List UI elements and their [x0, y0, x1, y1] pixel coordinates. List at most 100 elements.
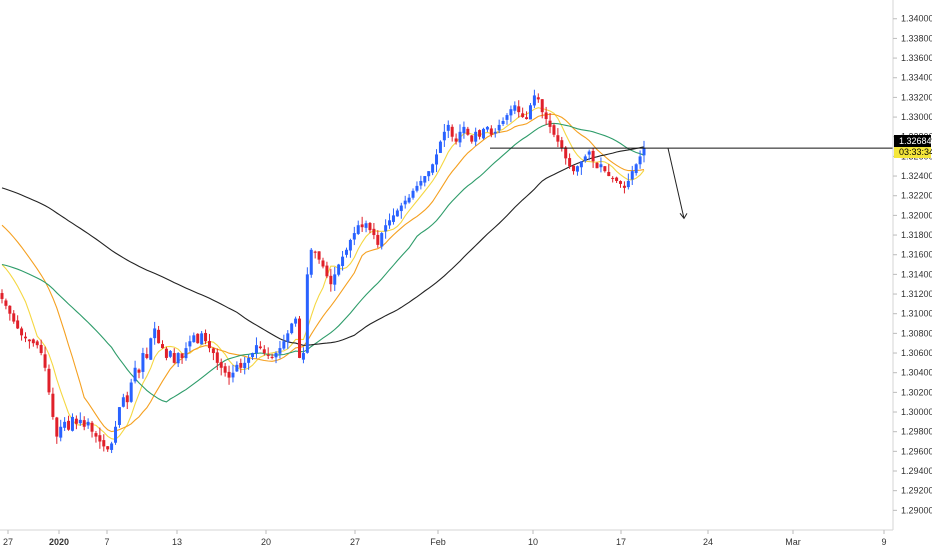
candle-body [454, 138, 458, 142]
candle-body [384, 225, 388, 232]
candle-body [55, 417, 59, 437]
y-tick-label: 1.33000 [901, 112, 932, 122]
candle-body [12, 313, 16, 322]
candle-body [23, 336, 27, 339]
candle-body [497, 124, 501, 131]
candle-body [642, 148, 646, 156]
x-tick-label: 24 [703, 537, 713, 547]
candle-body [59, 426, 63, 438]
x-tick-label: 17 [616, 537, 626, 547]
candle-body [575, 166, 579, 172]
candle-body [117, 407, 121, 425]
y-tick-label: 1.32000 [901, 210, 932, 220]
candle-body [98, 435, 102, 442]
y-tick-label: 1.30200 [901, 387, 932, 397]
candle-body [70, 416, 74, 431]
candle-body [39, 344, 43, 354]
candle-body [572, 165, 576, 172]
candle-body [528, 105, 532, 120]
y-tick-label: 1.31800 [901, 230, 932, 240]
candle-body [51, 393, 55, 417]
candle-body [184, 348, 188, 359]
candle-body [35, 341, 39, 346]
candle-body [207, 341, 211, 349]
candle-body [204, 332, 208, 342]
y-tick-label: 1.34000 [901, 14, 932, 24]
candle-body [622, 185, 626, 188]
y-tick-label: 1.33600 [901, 53, 932, 63]
arrow-head [679, 213, 688, 220]
candle-body [603, 166, 607, 172]
y-tick-label: 1.30600 [901, 348, 932, 358]
candle-body [301, 353, 305, 360]
y-tick-label: 1.32400 [901, 171, 932, 181]
y-tick-label: 1.33400 [901, 73, 932, 83]
candle-body [638, 156, 642, 165]
candle-body [505, 115, 509, 120]
projection-arrow[interactable] [667, 148, 688, 220]
candle-body [619, 181, 623, 184]
y-tick-label: 1.30000 [901, 407, 932, 417]
candle-body [348, 239, 352, 251]
moving-average-layer [1, 107, 645, 440]
x-tick-label: 27 [350, 537, 360, 547]
candle-body [364, 223, 368, 228]
candle-body [368, 222, 372, 231]
candle-body [611, 177, 615, 179]
candle-body [239, 362, 243, 368]
candle-body [544, 112, 548, 120]
candle-body [540, 99, 544, 113]
candle-body [607, 171, 611, 177]
candle-body [309, 249, 313, 275]
candle-body [403, 200, 407, 205]
candle-body [145, 354, 149, 358]
price-axis-labels[interactable]: 1.34000 1.33800 1.33600 1.33400 1.33200 1.330… [893, 14, 932, 516]
candle-body [86, 421, 90, 426]
candle-body [176, 353, 180, 364]
candle-body [153, 328, 157, 339]
candle-body [399, 205, 403, 212]
candle-body [254, 345, 258, 354]
candle-body [341, 256, 345, 266]
candle-body [294, 318, 298, 324]
candle-body [27, 339, 31, 342]
x-tick-label: 13 [172, 537, 182, 547]
candle-body [450, 126, 454, 137]
candle-body [407, 197, 411, 203]
candle-body [31, 339, 35, 344]
candle-body [501, 120, 505, 124]
current-price-tags: 1.32684 03:33:34 [894, 135, 932, 158]
candle-body [536, 97, 540, 100]
candle-body [356, 225, 360, 234]
candle-body [579, 161, 583, 168]
candle-body [180, 353, 184, 358]
candle-body [164, 348, 168, 358]
candle-body [106, 446, 110, 450]
candle-body [0, 293, 4, 299]
moving-average-line [1, 113, 645, 433]
candle-body [121, 397, 125, 407]
candle-body [251, 353, 255, 358]
candle-body [560, 140, 564, 149]
y-tick-label: 1.29400 [901, 466, 932, 476]
candle-body [423, 176, 427, 183]
candle-body [258, 346, 262, 349]
time-axis-labels[interactable]: 27 2020 7 13 20 27 Feb 10 17 24 Mar 9 [3, 530, 887, 547]
candle-body [286, 333, 290, 342]
y-tick-label: 1.30400 [901, 368, 932, 378]
x-tick-label: 2020 [49, 537, 69, 547]
x-tick-label: 9 [881, 537, 886, 547]
candle-body [270, 356, 274, 358]
candle-body [509, 109, 513, 116]
x-tick-label: Mar [785, 537, 801, 547]
candle-body [427, 171, 431, 177]
candle-body [466, 128, 470, 135]
candle-body [78, 419, 82, 424]
candle-body [478, 130, 482, 137]
candle-body [446, 124, 450, 131]
x-tick-label: 27 [3, 537, 13, 547]
candle-body [329, 275, 333, 285]
candle-body [599, 164, 603, 168]
